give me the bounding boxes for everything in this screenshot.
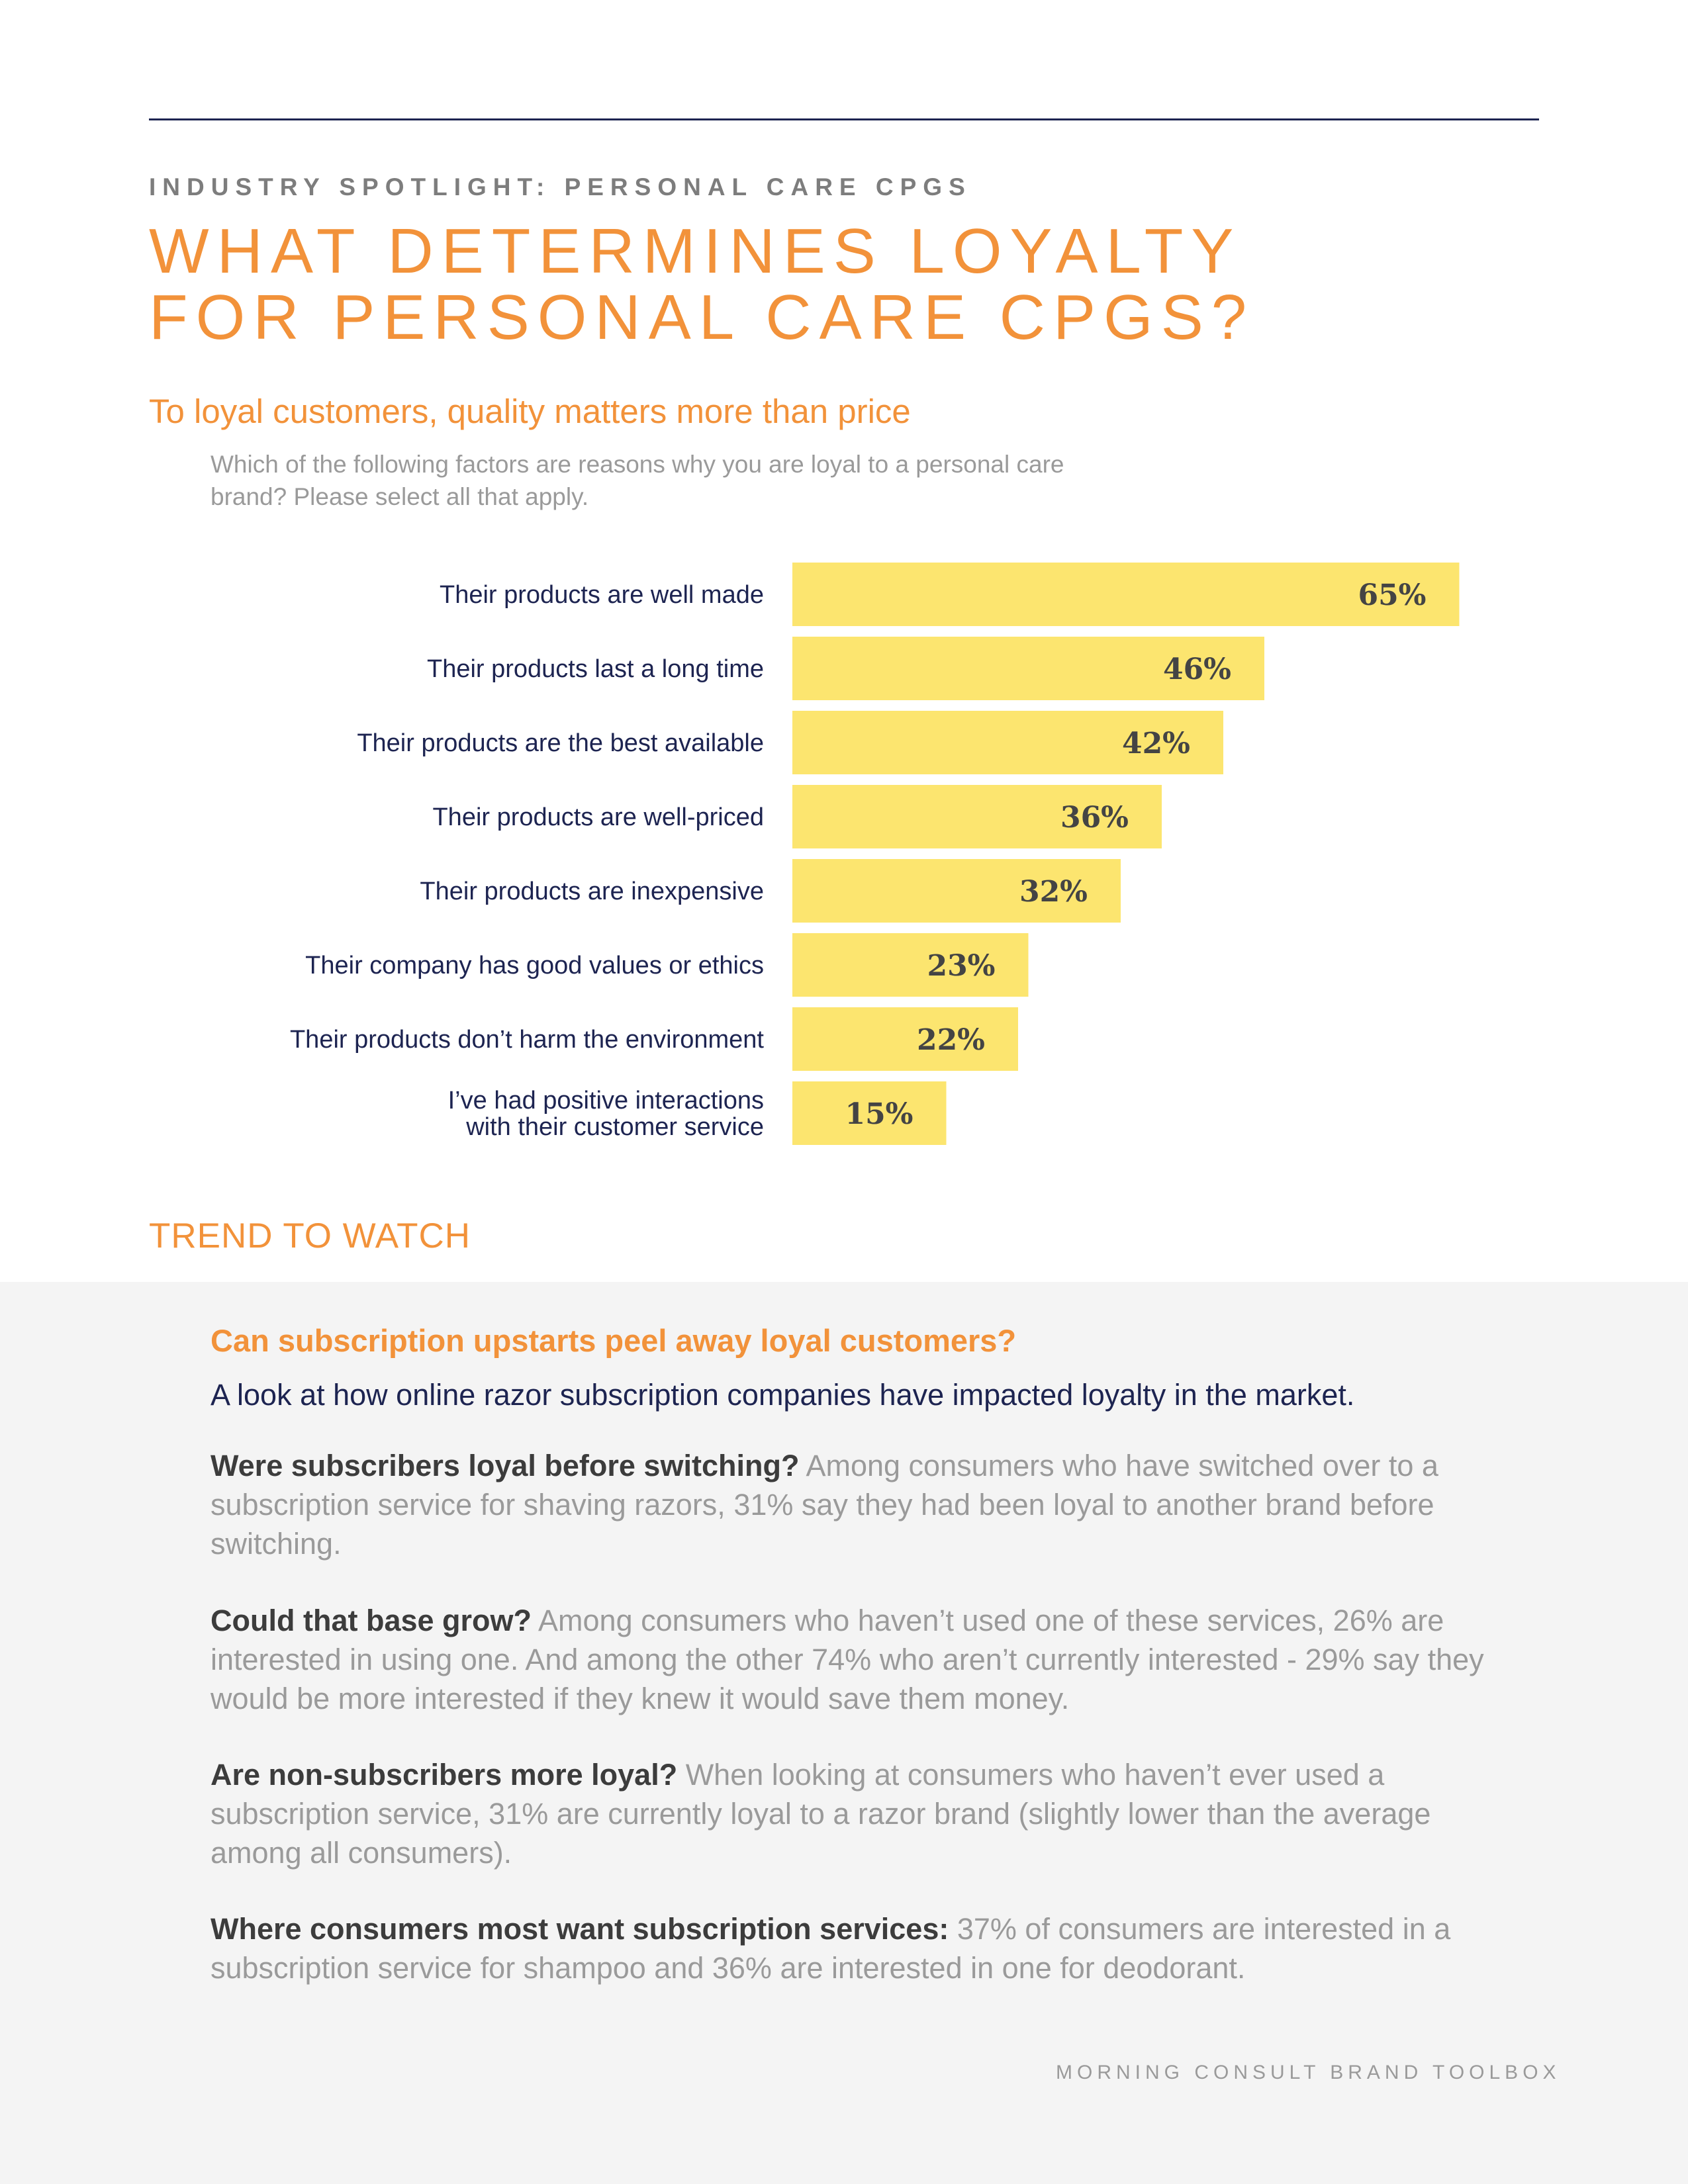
paragraph-lead: Could that base grow? [211, 1604, 532, 1637]
category-label: Their products don’t harm the environmen… [290, 1026, 764, 1054]
paragraph-lead: Are non-subscribers more loyal? [211, 1758, 678, 1792]
title-line-2: FOR PERSONAL CARE CPGS? [149, 282, 1255, 353]
bar-value-label: 32% [1019, 875, 1088, 909]
bar-value-label: 42% [1122, 727, 1190, 760]
category-label: Their products are the best available [357, 729, 764, 757]
top-rule [149, 118, 1539, 120]
chart-subtitle: To loyal customers, quality matters more… [149, 392, 911, 430]
category-label: Their products are well made [440, 581, 764, 609]
bar [792, 859, 1121, 923]
category-label: I’ve had positive interactions with their… [448, 1087, 764, 1141]
category-label: Their products last a long time [427, 655, 764, 683]
bar [792, 1081, 947, 1145]
bar [792, 637, 1264, 700]
trend-heading: TREND TO WATCH [149, 1216, 471, 1255]
bar-value-label: 46% [1163, 653, 1231, 686]
bar [792, 1007, 1018, 1071]
loyalty-bar-chart: 65% Their products are well made 46% Their … [290, 563, 1460, 1145]
trend-panel [0, 1282, 1688, 2184]
footer-brand: MORNING CONSULT BRAND TOOLBOX [1056, 2062, 1561, 2083]
bar-value-label: 65% [1358, 578, 1426, 612]
paragraph-lead: Where consumers most want subscription s… [211, 1912, 949, 1946]
kicker: INDUSTRY SPOTLIGHT: PERSONAL CARE CPGS [149, 173, 972, 201]
trend-paragraph: Were subscribers loyal before switching?… [211, 1446, 1495, 1563]
bar-value-label: 22% [917, 1023, 985, 1057]
category-label: Their products are inexpensive [420, 878, 764, 905]
paragraph-body: Among consumers who have switched over t… [211, 1449, 1438, 1561]
bar-value-label: 23% [927, 949, 995, 983]
trend-panel-intro: A look at how online razor subscription … [211, 1378, 1355, 1412]
trend-paragraph: Where consumers most want subscription s… [211, 1909, 1495, 1987]
page-title: WHAT DETERMINES LOYALTY FOR PERSONAL CAR… [149, 218, 1254, 351]
bar [792, 785, 1162, 848]
bar [792, 563, 1460, 626]
bar-value-label: 15% [845, 1097, 913, 1131]
trend-paragraph: Are non-subscribers more loyal? When loo… [211, 1755, 1495, 1872]
paragraph-body: Among consumers who haven’t used one of … [211, 1604, 1484, 1715]
paragraph-body: 37% of consumers are interested in a sub… [211, 1912, 1451, 1985]
paragraph-lead: Were subscribers loyal before switching? [211, 1449, 800, 1482]
survey-question: Which of the following factors are reaso… [211, 451, 1064, 510]
trend-paragraph: Could that base grow? Among consumers wh… [211, 1601, 1495, 1718]
paragraph-body: When looking at consumers who haven’t ev… [211, 1758, 1431, 1870]
title-line-1: WHAT DETERMINES LOYALTY [149, 216, 1242, 287]
category-label: Their products are well-priced [432, 803, 764, 831]
trend-panel-title: Can subscription upstarts peel away loya… [211, 1323, 1017, 1358]
bar-value-label: 36% [1060, 801, 1129, 835]
bar [792, 711, 1223, 774]
category-label: Their company has good values or ethics [305, 952, 764, 979]
bar [792, 933, 1029, 997]
